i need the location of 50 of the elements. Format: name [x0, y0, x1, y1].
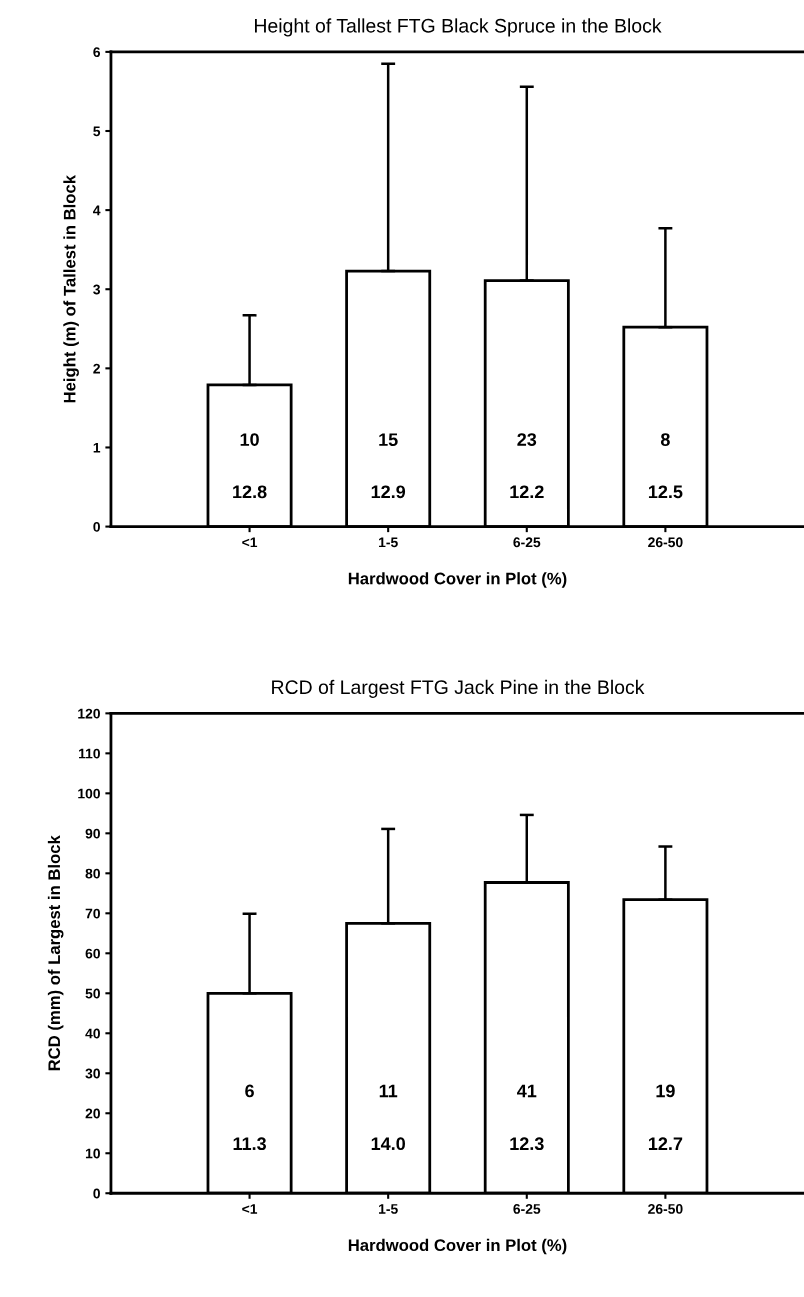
- annotation: 12.9: [371, 485, 406, 499]
- x-tick-label: 1-5: [379, 537, 398, 548]
- annotation: 12.2: [510, 485, 544, 499]
- y-tick-label: 60: [85, 948, 100, 959]
- y-tick-label: 0: [93, 1188, 100, 1199]
- y-tick-label: 40: [85, 1028, 100, 1039]
- annotation: 8: [660, 433, 670, 446]
- y-axis-title: RCD (mm) of Largest in Block: [47, 835, 64, 1071]
- annotation: 15: [379, 433, 398, 446]
- annotation: 19: [656, 1084, 675, 1098]
- chart-title: Height of Tallest FTG Black Spruce in the Block: [255, 18, 662, 37]
- y-tick-label: 110: [79, 748, 100, 759]
- y-tick-label: 70: [85, 908, 100, 919]
- y-axis-title: Height (m) of Tallest in Block: [63, 175, 79, 403]
- annotation: 11.3: [233, 1137, 266, 1151]
- annotation: 11: [379, 1084, 398, 1098]
- annotation: 23: [517, 433, 537, 447]
- chart-title: RCD of Largest FTG Jack Pine in the Block: [272, 679, 645, 698]
- annotation: 12.7: [648, 1137, 683, 1150]
- x-tick-label: 1-5: [379, 1204, 398, 1214]
- annotation: 41: [517, 1084, 537, 1098]
- x-tick-label: 6-25: [513, 1204, 541, 1214]
- x-tick-label: 26-50: [648, 537, 683, 548]
- x-axis-title: Hardwood Cover in Plot (%): [348, 572, 567, 588]
- y-tick-label: 90: [85, 828, 100, 839]
- x-tick-label: 26-50: [648, 1204, 683, 1214]
- y-tick-label: 100: [78, 788, 100, 799]
- annotation: 12.8: [233, 485, 267, 499]
- y-tick-label: 20: [85, 1108, 100, 1119]
- annotation: 14.0: [371, 1137, 405, 1151]
- x-tick-label: 6-25: [513, 537, 541, 548]
- annotation: 12.5: [648, 485, 683, 499]
- y-tick-label: 50: [85, 988, 100, 999]
- y-tick-label: 80: [85, 868, 100, 879]
- y-tick-label: 0: [93, 521, 100, 532]
- y-tick-label: 5: [93, 126, 101, 137]
- annotation: 10: [240, 433, 259, 446]
- x-axis-title: Hardwood Cover in Plot (%): [348, 1238, 567, 1255]
- x-tick-label: <1: [242, 537, 258, 548]
- y-tick-label: 2: [93, 363, 100, 374]
- y-tick-label: 120: [78, 708, 100, 719]
- annotation: 12.3: [510, 1137, 544, 1151]
- x-tick-label: <1: [242, 1204, 258, 1214]
- y-tick-label: 3: [93, 284, 101, 295]
- y-tick-label: 10: [85, 1148, 100, 1159]
- y-tick-label: 30: [85, 1068, 100, 1079]
- annotation: 6: [245, 1084, 254, 1098]
- y-tick-label: 4: [93, 205, 101, 216]
- y-tick-label: 6: [93, 47, 101, 58]
- y-tick-label: 1: [93, 442, 101, 453]
